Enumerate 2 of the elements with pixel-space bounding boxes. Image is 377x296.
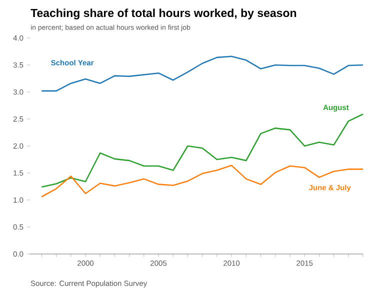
chart-title: Teaching share of total hours worked, by season: [30, 8, 296, 20]
line-series: [41, 164, 364, 198]
